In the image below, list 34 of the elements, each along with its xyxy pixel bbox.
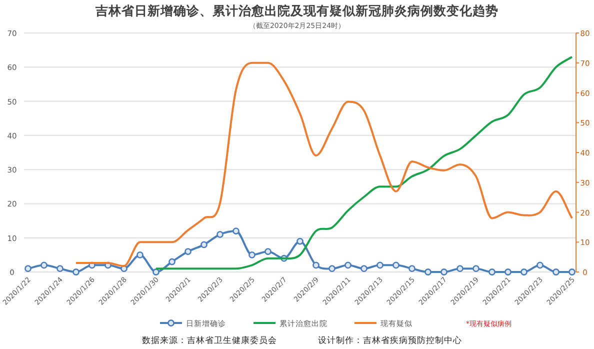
text: 设计制作：吉林省疾病预防控制中心	[318, 335, 462, 346]
point	[168, 258, 176, 266]
point	[552, 268, 560, 276]
point	[184, 248, 192, 255]
point	[136, 251, 144, 258]
point	[296, 238, 304, 245]
point	[536, 262, 544, 269]
point	[424, 268, 432, 276]
point	[568, 268, 576, 276]
point	[216, 230, 224, 238]
point	[72, 268, 80, 276]
point	[456, 265, 464, 272]
point	[328, 265, 336, 272]
point	[152, 268, 160, 276]
chart-title: 吉林省日新增确诊、累计治愈出院及现有疑似新冠肺炎病例数变化趋势	[94, 3, 498, 18]
point	[392, 262, 400, 269]
point	[312, 262, 320, 269]
source-note: 数据来源：吉林省卫生健康委员会	[142, 335, 277, 346]
point	[344, 262, 352, 269]
point	[264, 248, 272, 255]
point	[472, 265, 480, 272]
point	[360, 265, 368, 272]
point	[376, 262, 384, 269]
point	[40, 262, 48, 269]
point	[488, 268, 496, 276]
point	[56, 265, 64, 272]
point	[440, 268, 448, 276]
point	[520, 268, 528, 276]
point	[200, 241, 208, 248]
point	[232, 228, 240, 234]
point	[24, 265, 32, 272]
point	[408, 265, 416, 272]
point	[504, 268, 512, 276]
point	[248, 251, 256, 258]
